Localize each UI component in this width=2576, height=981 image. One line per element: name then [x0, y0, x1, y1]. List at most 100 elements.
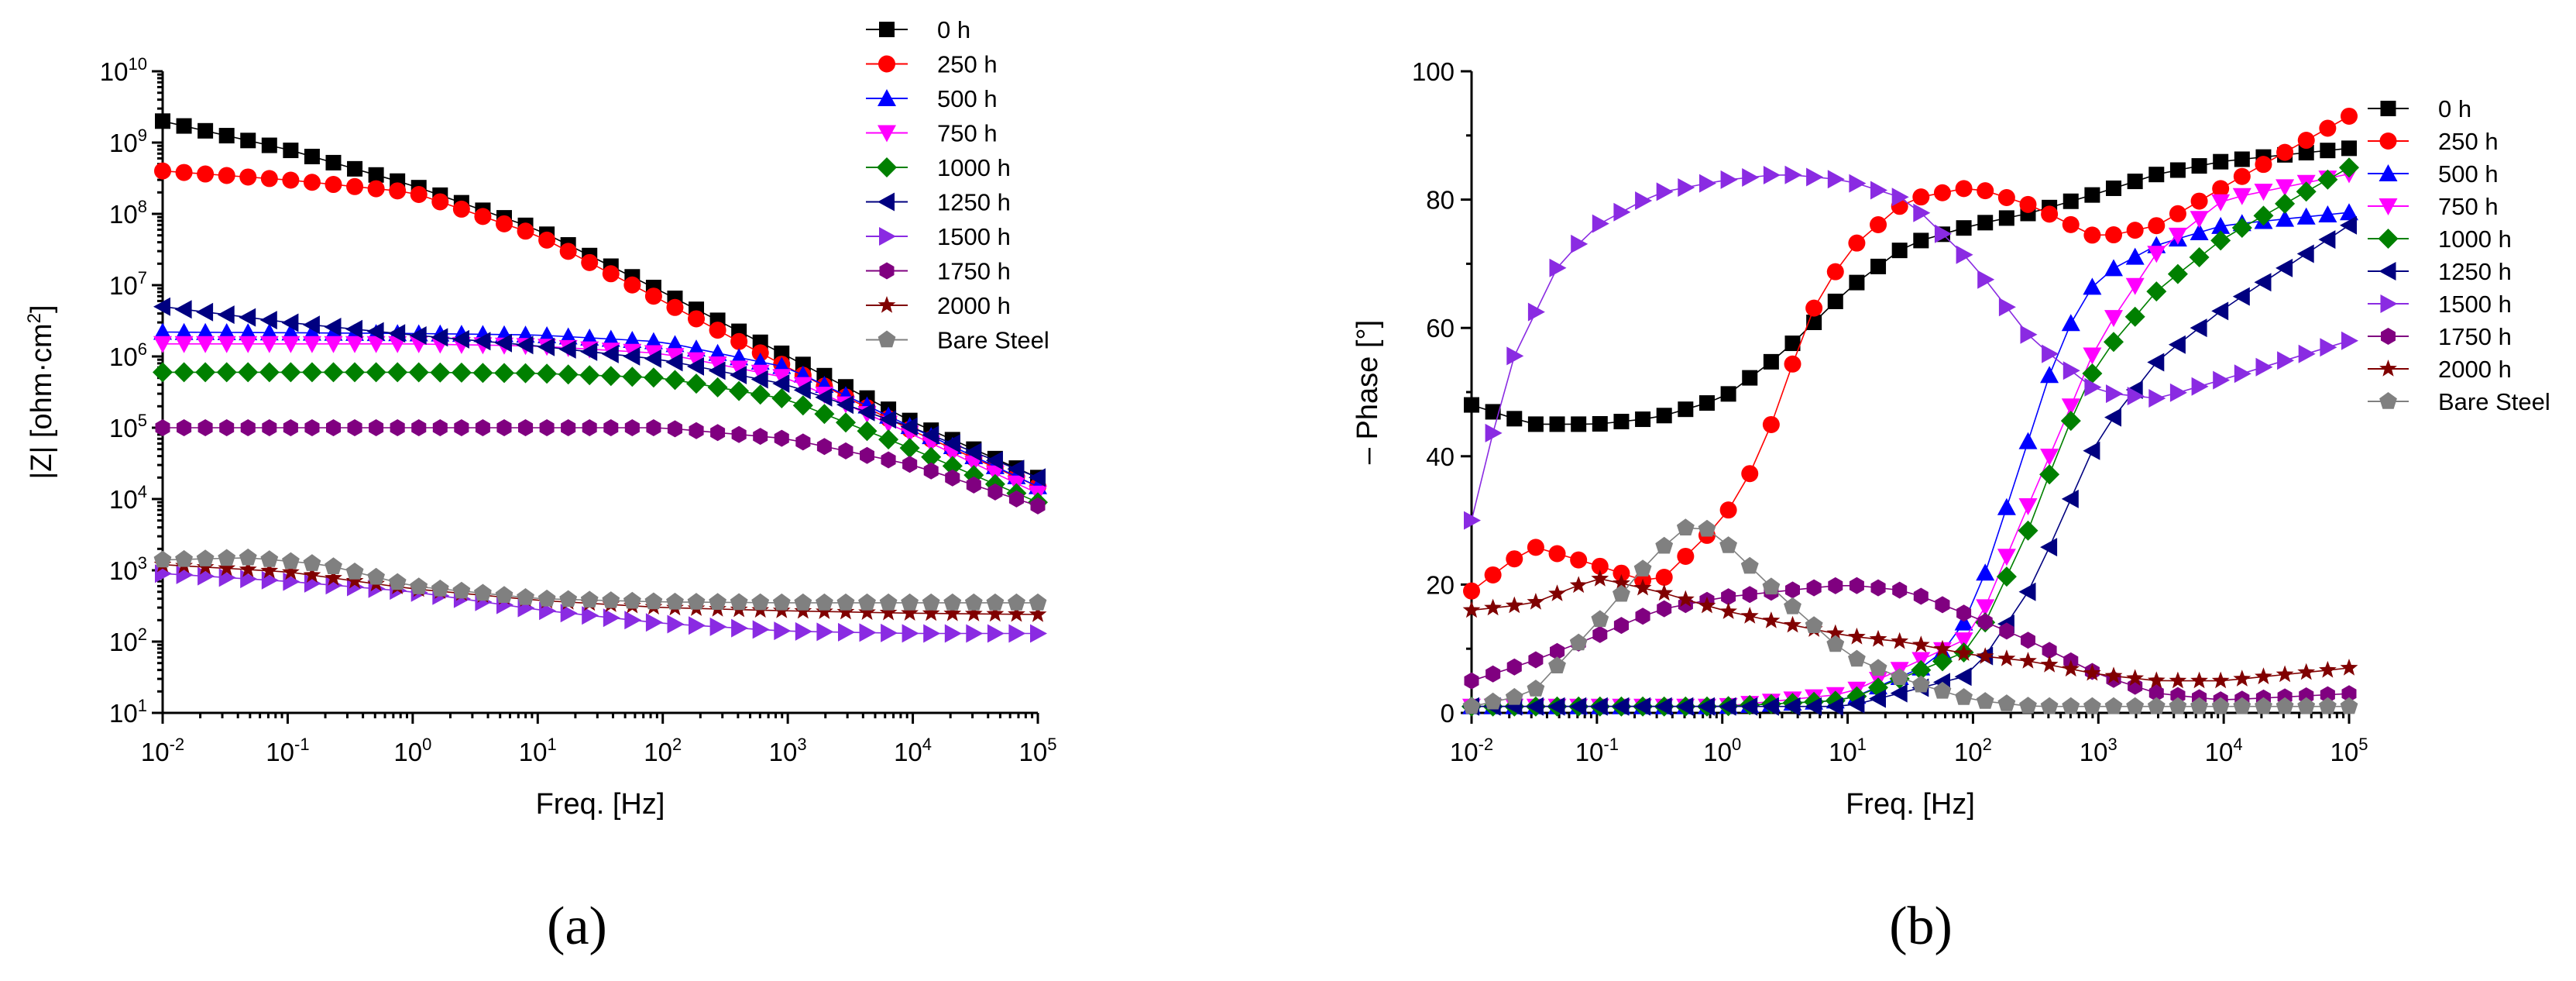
data-point — [1613, 573, 1630, 591]
legend-marker — [879, 22, 895, 37]
y-tick-label: 106 — [109, 339, 147, 371]
data-point — [282, 171, 300, 189]
data-point — [2169, 697, 2187, 714]
data-point — [2341, 140, 2357, 157]
data-point — [1527, 416, 1544, 432]
x-tick-label: 103 — [2080, 735, 2117, 766]
data-point — [197, 165, 215, 183]
data-point — [261, 137, 277, 153]
data-point — [814, 404, 835, 425]
data-point — [943, 434, 960, 453]
data-point — [1633, 578, 1652, 596]
data-point — [345, 362, 365, 383]
data-point — [496, 419, 512, 436]
data-point — [388, 324, 406, 343]
data-point — [1633, 697, 1651, 716]
data-point — [2083, 277, 2102, 295]
data-point — [1911, 635, 1930, 653]
data-point — [2061, 314, 2080, 332]
data-point — [1933, 184, 1951, 201]
data-point — [1635, 411, 1651, 428]
data-point — [2127, 387, 2145, 406]
data-point — [857, 402, 875, 422]
legend-marker — [879, 227, 896, 246]
data-point — [410, 186, 428, 204]
data-point — [217, 305, 235, 325]
legend-marker — [2380, 294, 2398, 313]
data-point — [966, 624, 984, 643]
data-point — [901, 593, 919, 611]
data-point — [174, 322, 194, 340]
data-point — [581, 253, 599, 271]
data-point — [2167, 263, 2188, 284]
data-point — [687, 356, 704, 376]
data-point — [2234, 364, 2251, 384]
data-point — [558, 339, 576, 359]
data-point — [2019, 195, 2037, 213]
data-point — [259, 336, 279, 353]
data-point — [538, 231, 556, 249]
data-point — [795, 433, 811, 451]
x-tick-label: 100 — [393, 735, 431, 766]
data-point — [1698, 697, 1715, 716]
data-point — [2040, 538, 2058, 557]
x-tick-label: 101 — [1829, 735, 1867, 766]
data-point — [325, 176, 342, 194]
data-point — [2148, 217, 2166, 235]
data-point — [665, 370, 685, 391]
data-point — [1869, 629, 1887, 647]
legend-item: 2000 h — [2368, 356, 2512, 383]
data-point — [1891, 632, 1909, 649]
data-point — [1548, 656, 1566, 673]
legend-marker — [2381, 328, 2396, 345]
data-point — [302, 336, 321, 353]
data-point — [1763, 353, 1779, 370]
data-point — [1997, 649, 2016, 666]
legend-label: Bare Steel — [937, 327, 1049, 354]
data-point — [836, 593, 855, 611]
data-point — [1505, 596, 1523, 614]
data-point — [2340, 659, 2358, 676]
data-point — [1935, 224, 1952, 243]
data-point — [623, 276, 641, 294]
data-point — [324, 318, 342, 336]
data-point — [1997, 694, 2016, 711]
data-point — [1569, 576, 1588, 594]
data-point — [1698, 519, 1716, 537]
y-tick-label: 102 — [109, 625, 147, 656]
data-point — [902, 456, 918, 473]
data-point — [2320, 686, 2335, 704]
data-point — [218, 549, 236, 566]
data-point — [1763, 166, 1781, 184]
data-point — [559, 243, 577, 260]
data-point — [2255, 357, 2273, 377]
data-point — [2147, 246, 2166, 263]
data-point — [1676, 697, 1694, 716]
data-point — [1956, 245, 1973, 264]
data-point — [1698, 395, 1715, 411]
data-point — [665, 353, 683, 372]
data-point — [1721, 588, 1736, 606]
data-point — [260, 561, 279, 579]
data-point — [964, 455, 984, 473]
data-point — [2040, 697, 2059, 714]
data-point — [239, 168, 257, 186]
x-tick-label: 102 — [1954, 735, 1992, 766]
legend-item: 0 h — [2368, 95, 2471, 122]
data-point — [881, 451, 896, 469]
data-point — [1528, 651, 1544, 669]
data-point — [1548, 584, 1566, 601]
data-point — [2018, 498, 2038, 515]
legend-label: 0 h — [937, 16, 970, 43]
data-point — [1976, 692, 1994, 709]
legend-marker — [879, 262, 895, 280]
data-point — [879, 603, 898, 621]
data-point — [1030, 624, 1047, 643]
data-point — [324, 336, 343, 353]
data-point — [2126, 669, 2145, 687]
data-point — [665, 335, 685, 353]
data-point — [2234, 151, 2250, 167]
data-point — [1890, 683, 1908, 703]
data-point — [259, 311, 277, 330]
legend-item: 500 h — [2368, 160, 2499, 188]
